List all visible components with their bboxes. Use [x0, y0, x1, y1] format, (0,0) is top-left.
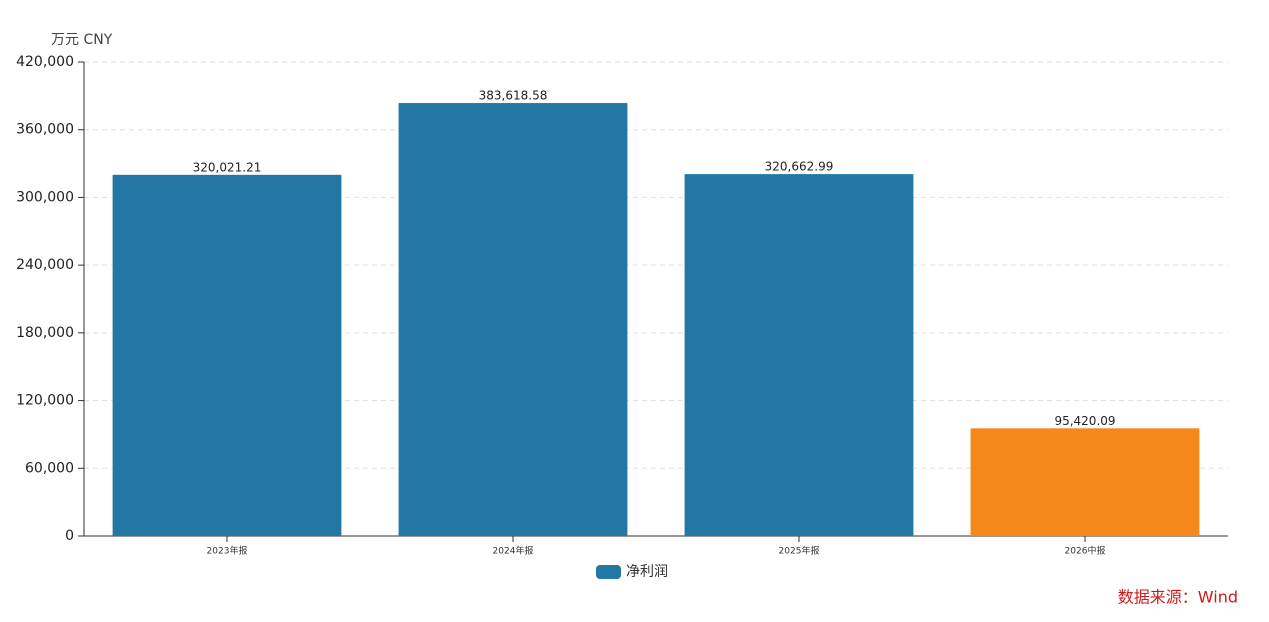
y-tick-label: 0 — [65, 528, 74, 544]
x-tick-label: 2025年报 — [779, 545, 820, 557]
y-tick-label: 420,000 — [16, 54, 74, 70]
y-tick-label: 360,000 — [16, 122, 74, 138]
bar — [112, 174, 342, 537]
source: 数据来源：Wind — [1118, 588, 1238, 607]
legend-label: 净利润 — [626, 564, 668, 580]
legend-swatch — [596, 565, 621, 579]
x-tick-label: 2024年报 — [493, 545, 534, 557]
data-label: 383,618.58 — [479, 89, 548, 103]
bar — [970, 428, 1200, 536]
data-label: 320,662.99 — [765, 160, 834, 174]
y-tick-label: 60,000 — [25, 460, 74, 476]
x-tick-label: 2023年报 — [207, 545, 248, 557]
bar — [398, 103, 628, 537]
y-tick-label: 240,000 — [16, 257, 74, 273]
y-tick-label: 180,000 — [16, 325, 74, 341]
data-label: 320,021.21 — [193, 160, 262, 174]
y-tick-label: 300,000 — [16, 189, 74, 205]
unit-label: 万元 CNY — [51, 32, 113, 48]
data-label: 95,420.09 — [1054, 414, 1115, 428]
x-tick-label: 2026中报 — [1065, 545, 1106, 557]
bar — [684, 174, 914, 536]
y-tick-label: 120,000 — [16, 393, 74, 409]
